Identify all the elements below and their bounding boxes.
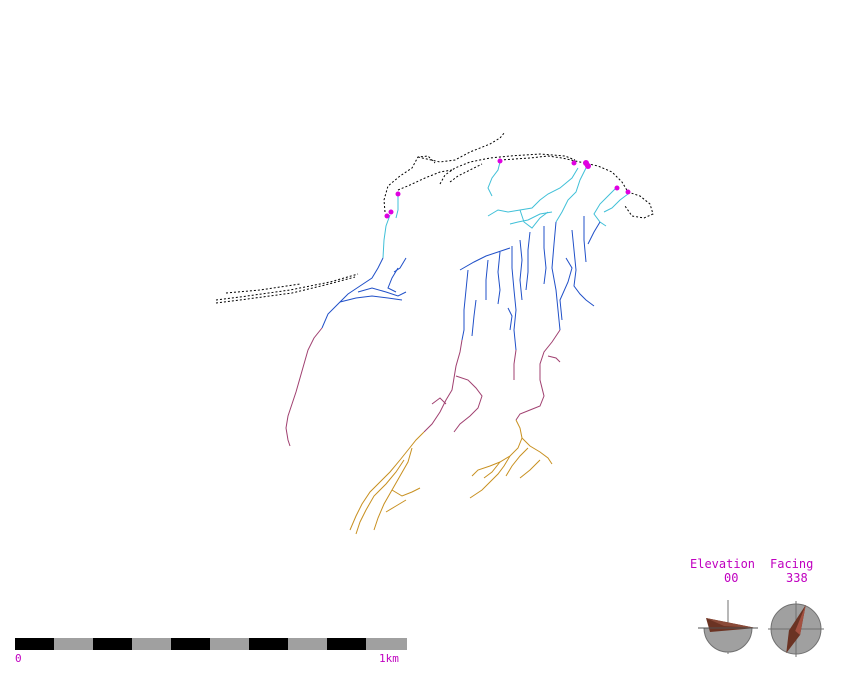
elevation-label: Elevation (690, 557, 756, 571)
entrance-marker[interactable] (625, 189, 631, 195)
entrance-marker[interactable] (571, 160, 577, 166)
passages-shallow (382, 161, 629, 259)
passages-mid (321, 216, 601, 351)
elevation-dial[interactable] (698, 600, 758, 654)
passages-deepest (349, 419, 553, 535)
facing-label: Facing (770, 557, 814, 571)
scale-start-label: 0 (15, 652, 22, 665)
entrance-marker[interactable] (388, 209, 394, 215)
scale-bar (15, 638, 407, 650)
entrance-markers (384, 158, 631, 219)
entrance-marker[interactable] (395, 191, 401, 197)
surface-legs (215, 131, 654, 304)
entrance-marker[interactable] (614, 185, 620, 191)
elevation-value: 00 (724, 571, 739, 585)
entrance-marker[interactable] (497, 158, 503, 164)
entrance-marker[interactable] (384, 213, 390, 219)
facing-value: 338 (786, 571, 808, 585)
passages-deep (285, 327, 561, 447)
entrance-marker[interactable] (585, 163, 591, 169)
facing-compass[interactable] (768, 601, 824, 657)
scale-end-label: 1km (379, 652, 399, 665)
